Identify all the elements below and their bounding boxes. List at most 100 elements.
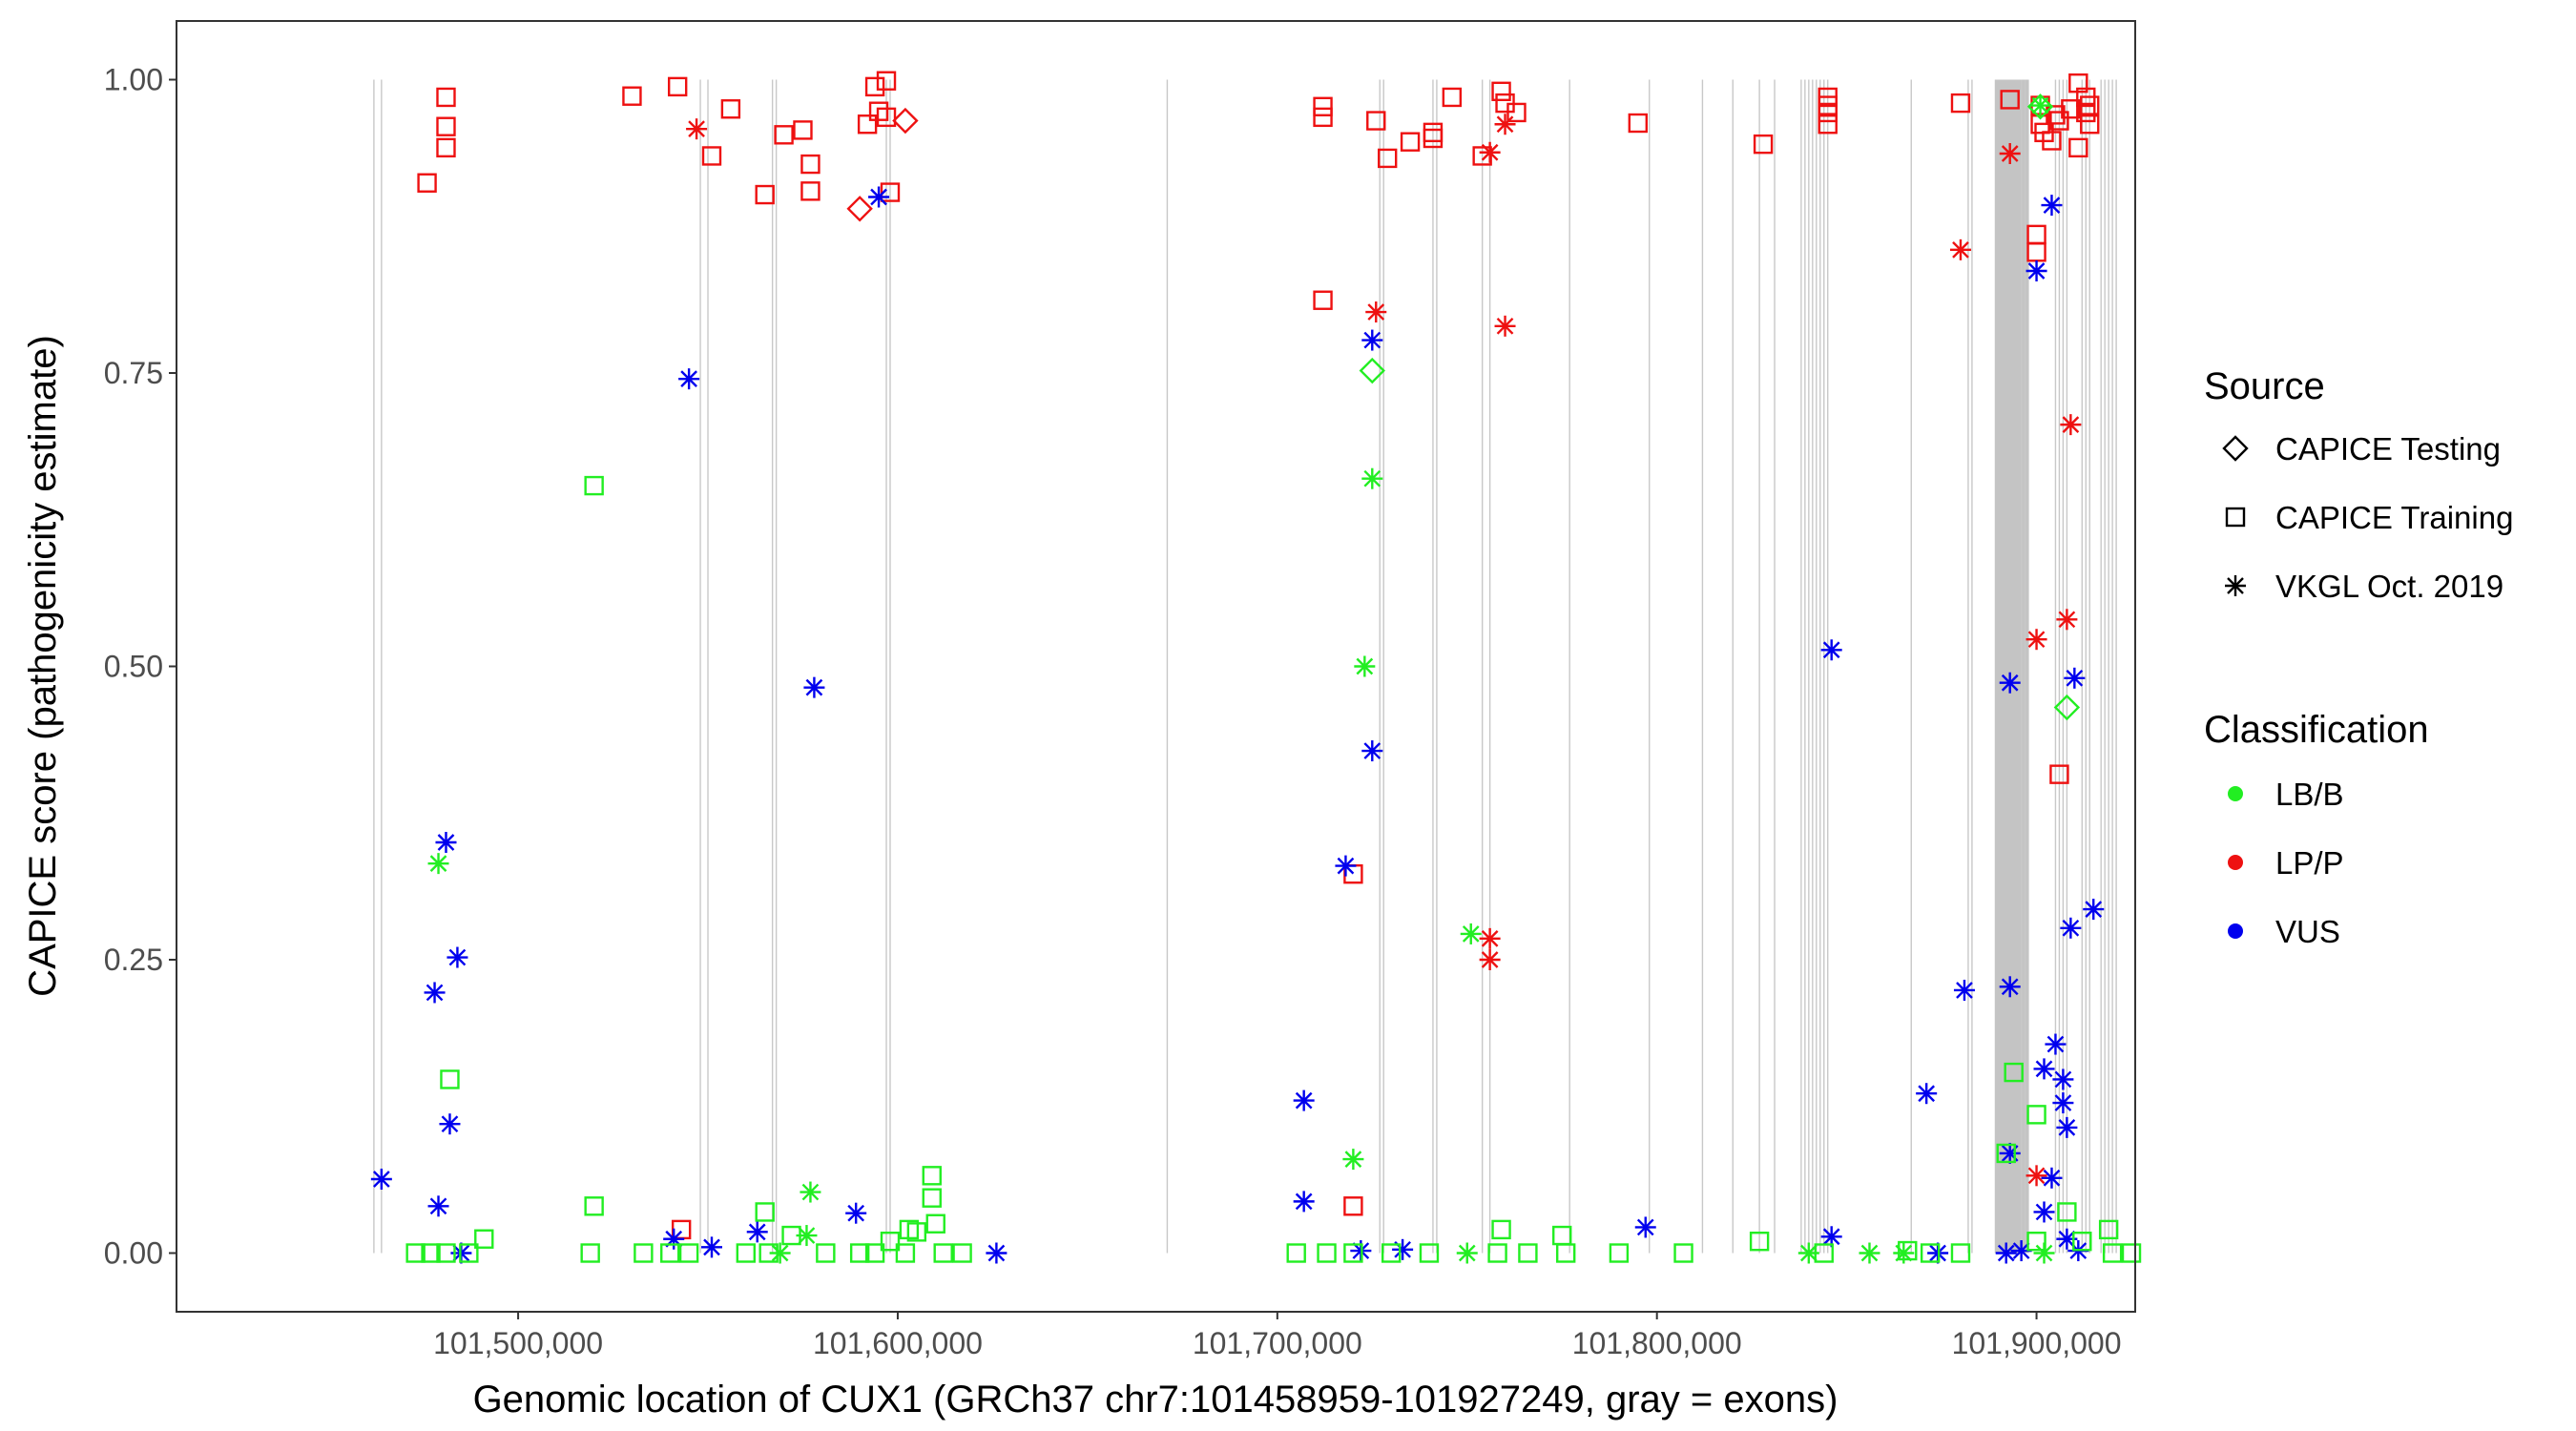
- data-point: [2049, 111, 2069, 131]
- data-point: [925, 1213, 945, 1234]
- data-point: [1518, 1243, 1538, 1263]
- data-point: [2041, 1167, 2063, 1189]
- data-point: [1400, 132, 1421, 152]
- data-point: [700, 1236, 722, 1258]
- data-point: [2061, 99, 2081, 119]
- data-point: [1494, 114, 1516, 135]
- data-point: [1820, 1226, 1842, 1248]
- data-point: [584, 1196, 604, 1216]
- data-point: [793, 120, 813, 140]
- data-point: [1361, 329, 1383, 351]
- data-point: [1949, 238, 1971, 260]
- data-point: [986, 1242, 1008, 1264]
- data-point: [880, 1231, 901, 1252]
- legend-title-source: Source: [2204, 365, 2325, 407]
- x-tick-label: 101,900,000: [1952, 1326, 2122, 1360]
- legend: Source CAPICE Testing CAPICE Training VKGL …: [2204, 365, 2513, 949]
- y-tick-label: 0.00: [104, 1236, 163, 1271]
- data-point: [1859, 1242, 1880, 1264]
- legend-key-dot: [2228, 855, 2243, 870]
- data-point: [1479, 949, 1501, 970]
- data-point: [2056, 609, 2078, 631]
- data-point: [895, 1243, 916, 1263]
- data-point: [1552, 1225, 1572, 1246]
- data-point: [678, 368, 700, 390]
- x-tick-label: 101,600,000: [813, 1326, 983, 1360]
- data-point: [1753, 134, 1774, 155]
- data-point: [1343, 1196, 1363, 1216]
- data-point: [2068, 137, 2088, 158]
- data-point: [2045, 1033, 2067, 1055]
- data-point: [2026, 93, 2054, 120]
- data-point: [427, 853, 449, 875]
- data-point: [447, 946, 468, 968]
- data-point: [2025, 629, 2047, 651]
- data-point: [2053, 694, 2081, 721]
- data-point: [1491, 81, 1511, 102]
- data-point: [2041, 195, 2063, 217]
- data-point: [660, 1243, 680, 1263]
- y-axis-title: CAPICE score (pathogenicity estimate): [22, 335, 64, 997]
- data-point: [922, 1188, 942, 1208]
- data-point: [922, 1166, 942, 1186]
- data-point: [1797, 1242, 1819, 1264]
- data-point: [1313, 96, 1333, 116]
- data-point: [1995, 1242, 2017, 1264]
- data-point: [1898, 1240, 1918, 1261]
- data-point: [405, 1243, 426, 1263]
- exon-block: [1994, 79, 2029, 1254]
- data-point: [1506, 102, 1527, 123]
- legend-label: CAPICE Training: [2275, 500, 2513, 535]
- data-point: [2076, 102, 2096, 123]
- data-point: [424, 982, 446, 1004]
- data-point: [1491, 1219, 1511, 1240]
- data-point: [2052, 1092, 2074, 1114]
- data-point: [1456, 1242, 1478, 1264]
- data-point: [906, 1222, 927, 1242]
- data-point: [1950, 1243, 1971, 1263]
- exon-layer: [373, 79, 2117, 1254]
- data-point: [1342, 1149, 1364, 1171]
- x-tick-label: 101,500,000: [433, 1326, 603, 1360]
- data-point: [846, 196, 873, 222]
- data-point: [1996, 1143, 2016, 1164]
- data-point: [746, 1221, 768, 1243]
- data-point: [800, 181, 821, 201]
- data-point: [622, 86, 642, 106]
- data-point: [816, 1243, 836, 1263]
- data-point: [800, 1181, 821, 1203]
- data-point: [1359, 357, 1385, 384]
- data-point: [459, 1243, 479, 1263]
- data-point: [370, 1169, 392, 1191]
- data-point: [1366, 111, 1386, 131]
- data-point: [2060, 917, 2082, 939]
- legend-label: CAPICE Testing: [2275, 431, 2501, 467]
- data-point: [1953, 979, 1975, 1001]
- data-point: [436, 137, 456, 158]
- data-point: [1293, 1089, 1315, 1111]
- data-point: [1343, 1243, 1363, 1263]
- data-point: [1381, 1243, 1402, 1263]
- data-point: [2064, 667, 2086, 689]
- y-tick-label: 1.00: [104, 63, 163, 97]
- y-tick-label: 0.50: [104, 650, 163, 684]
- data-point: [584, 475, 604, 496]
- data-point: [1317, 1243, 1337, 1263]
- data-point: [868, 186, 890, 208]
- data-point: [2083, 899, 2105, 921]
- data-point: [1361, 467, 1383, 489]
- data-point: [1419, 1243, 1440, 1263]
- data-point: [2060, 414, 2082, 436]
- data-point: [1460, 923, 1482, 944]
- data-point: [845, 1202, 867, 1224]
- data-point: [868, 101, 889, 121]
- data-point: [1423, 128, 1444, 149]
- data-point: [1487, 1243, 1507, 1263]
- data-point: [2046, 105, 2066, 125]
- data-point: [952, 1243, 972, 1263]
- data-point: [427, 1195, 449, 1217]
- data-point: [1365, 301, 1387, 323]
- data-point: [796, 1225, 818, 1247]
- points-layer: [370, 71, 2142, 1264]
- data-point: [892, 107, 919, 135]
